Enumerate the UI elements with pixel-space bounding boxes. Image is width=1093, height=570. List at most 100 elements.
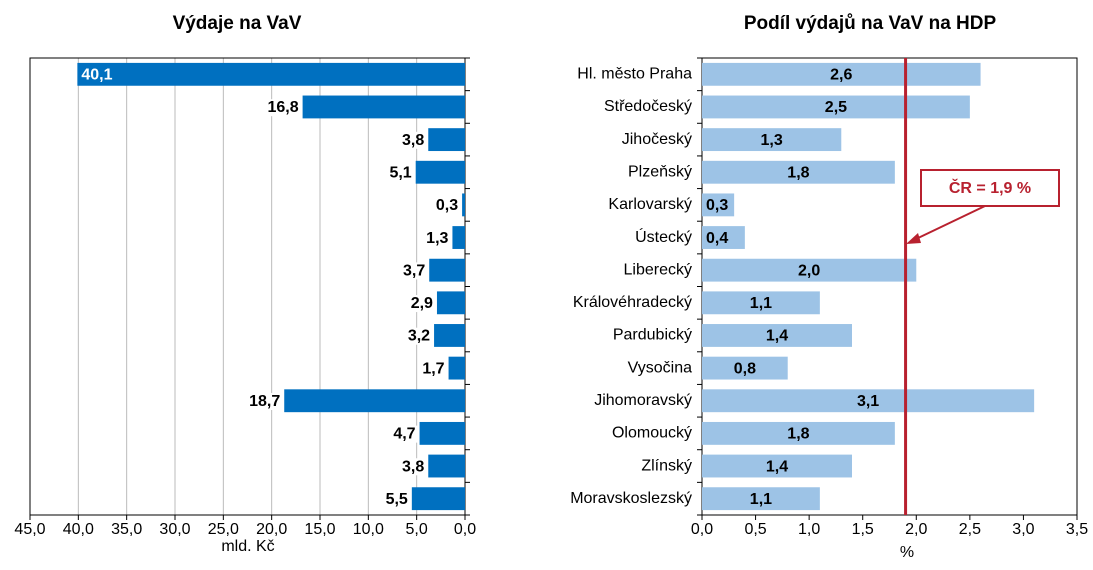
label-background xyxy=(399,458,428,476)
y-tick-label: Karlovarský xyxy=(608,196,692,213)
y-tick-label: Jihomoravský xyxy=(594,392,692,409)
data-label: 3,8 xyxy=(402,458,424,475)
data-label: 5,5 xyxy=(386,491,408,508)
label-background xyxy=(432,197,462,215)
y-tick-label: Královéhradecký xyxy=(573,294,692,311)
data-label: 40,1 xyxy=(81,67,112,84)
data-label: 1,1 xyxy=(750,491,772,508)
y-tick-label: Ústecký xyxy=(635,227,692,246)
x-tick-label: 2,0 xyxy=(905,521,927,538)
x-tick-label: 15,0 xyxy=(304,521,335,538)
data-label: 0,3 xyxy=(706,197,728,214)
x-axis-label: % xyxy=(900,544,914,561)
x-tick-label: 3,5 xyxy=(1066,521,1088,538)
x-tick-label: 25,0 xyxy=(208,521,239,538)
y-tick-label: Moravskoslezský xyxy=(570,490,692,507)
bar xyxy=(702,324,852,347)
bar xyxy=(429,258,465,282)
bar xyxy=(428,454,465,478)
y-tick-label: Pardubický xyxy=(613,327,692,344)
bar xyxy=(452,226,465,249)
data-label: 0,4 xyxy=(706,230,728,247)
bar xyxy=(702,62,981,86)
x-tick-label: 1,0 xyxy=(798,521,820,538)
data-label: 3,1 xyxy=(857,393,879,410)
x-tick-label: 0,0 xyxy=(454,521,476,538)
plot-frame xyxy=(29,57,466,516)
annotation-box xyxy=(920,169,1060,207)
x-tick-label: 30,0 xyxy=(159,521,190,538)
x-tick-label: 2,5 xyxy=(959,521,981,538)
bar xyxy=(702,128,842,152)
bar xyxy=(702,389,1035,413)
bar xyxy=(436,291,465,315)
y-tick-label: Zlínský xyxy=(641,457,692,474)
x-tick-label: 5,0 xyxy=(406,521,428,538)
data-label: 1,4 xyxy=(766,328,788,345)
bar xyxy=(702,258,917,282)
bar xyxy=(702,421,895,445)
plot-frame xyxy=(701,57,1078,516)
chart-title: Výdaje na VaV xyxy=(173,13,302,34)
data-label: 5,1 xyxy=(389,164,411,181)
data-label: 1,1 xyxy=(750,295,772,312)
x-tick-label: 10,0 xyxy=(353,521,384,538)
label-background xyxy=(386,164,415,182)
bar xyxy=(448,356,465,380)
data-label: 0,8 xyxy=(734,360,756,377)
y-tick-label: Liberecký xyxy=(624,261,692,278)
bar xyxy=(411,487,465,511)
label-background xyxy=(419,360,448,378)
x-tick-label: 3,0 xyxy=(1012,521,1034,538)
arrow-head xyxy=(906,233,921,244)
annotation-arrow xyxy=(915,205,986,240)
y-tick-label: Hl. město Praha xyxy=(577,66,692,83)
data-label: 0,3 xyxy=(436,197,458,214)
data-label: 16,8 xyxy=(267,99,298,116)
data-label: 4,7 xyxy=(393,426,415,443)
annotation: ČR = 1,9 % xyxy=(949,178,1031,197)
label-background xyxy=(264,99,302,117)
data-label: 2,9 xyxy=(411,295,433,312)
data-label: 1,8 xyxy=(787,164,809,181)
chart-title: Podíl výdajů na VaV na HDP xyxy=(744,13,997,34)
bar xyxy=(702,95,970,119)
bar xyxy=(415,160,465,184)
bar xyxy=(419,421,465,445)
x-tick-label: 0,5 xyxy=(744,521,766,538)
bar xyxy=(702,226,745,249)
data-label: 3,2 xyxy=(408,328,430,345)
bar xyxy=(77,62,465,86)
label-background xyxy=(246,392,284,410)
data-label: 1,7 xyxy=(422,360,444,377)
label-background xyxy=(399,131,428,149)
x-tick-label: 1,5 xyxy=(852,521,874,538)
data-label: 2,6 xyxy=(830,67,852,84)
y-tick-label: Jihočeský xyxy=(622,131,692,148)
data-label: 1,8 xyxy=(787,426,809,443)
data-label: 3,7 xyxy=(403,262,425,279)
bar xyxy=(434,324,465,347)
bar xyxy=(302,95,465,119)
x-tick-label: 0,0 xyxy=(691,521,713,538)
y-tick-label: Plzeňský xyxy=(628,163,692,180)
bar xyxy=(702,487,820,511)
bar xyxy=(462,193,465,217)
x-tick-label: 35,0 xyxy=(111,521,142,538)
y-tick-label: Vysočina xyxy=(628,359,692,376)
bar xyxy=(702,454,852,478)
data-label: 3,8 xyxy=(402,132,424,149)
label-background xyxy=(423,229,452,247)
data-label: 18,7 xyxy=(249,393,280,410)
x-tick-label: 40,0 xyxy=(63,521,94,538)
data-label: 1,4 xyxy=(766,458,788,475)
label-background xyxy=(382,490,411,508)
bar xyxy=(702,291,820,315)
bar xyxy=(702,356,788,380)
bar xyxy=(284,389,465,413)
label-background xyxy=(390,425,419,443)
label-background xyxy=(404,327,434,345)
bar xyxy=(428,128,465,152)
bar xyxy=(702,193,735,217)
x-tick-label: 45,0 xyxy=(14,521,45,538)
